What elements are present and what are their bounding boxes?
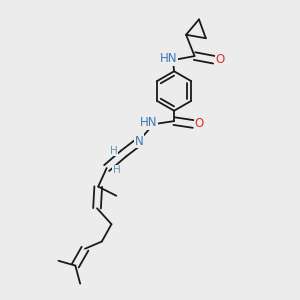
Text: HN: HN [140, 116, 158, 129]
Text: O: O [195, 118, 204, 130]
Text: O: O [215, 53, 224, 66]
Text: H: H [110, 146, 117, 156]
Text: H: H [113, 166, 121, 176]
Text: N: N [135, 135, 143, 148]
Text: HN: HN [160, 52, 177, 65]
